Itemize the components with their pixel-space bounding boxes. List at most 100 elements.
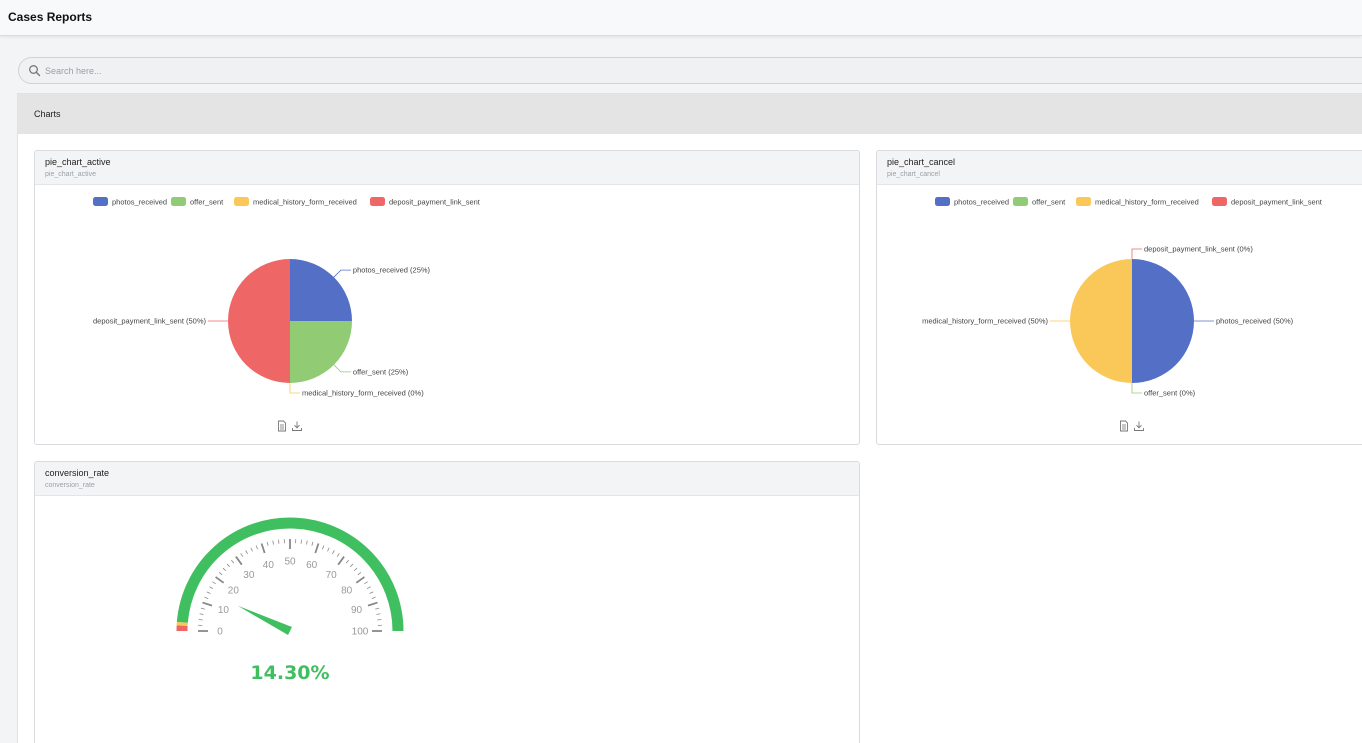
top-bar: Cases Reports — [0, 0, 1362, 36]
gauge-minor-tick — [357, 572, 362, 576]
gauge-minor-tick — [322, 545, 325, 550]
gauge-minor-tick — [345, 559, 349, 564]
charts-panel: Charts pie_chart_active pie_chart_active… — [17, 93, 1362, 743]
search-input[interactable] — [45, 61, 545, 81]
legend-swatch-offer_sent — [1013, 197, 1028, 206]
download-icon[interactable] — [1133, 420, 1145, 432]
gauge-tick-label: 50 — [284, 557, 296, 568]
gauge-minor-tick — [206, 591, 211, 594]
gauge-minor-tick — [222, 567, 227, 572]
card-title: pie_chart_cancel — [887, 157, 956, 167]
legend-label-offer_sent: offer_sent — [190, 198, 224, 207]
gauge-minor-tick — [377, 619, 382, 621]
page-title: Cases Reports — [8, 10, 93, 24]
gauge-tick-label: 40 — [263, 560, 275, 571]
legend-swatch-deposit_payment_link_sent — [370, 197, 385, 206]
gauge-minor-tick — [245, 550, 248, 555]
download-icon[interactable] — [291, 420, 303, 432]
pie-slice-offer_sent — [290, 321, 352, 383]
card-title: pie_chart_active — [45, 157, 111, 167]
gauge-tick-label: 80 — [341, 585, 353, 596]
search-icon — [29, 65, 41, 77]
gauge-minor-tick — [200, 607, 205, 610]
gauge-minor-tick — [369, 591, 374, 594]
gauge-tick-label: 100 — [352, 627, 369, 638]
card-subtitle: conversion_rate — [45, 482, 95, 489]
gauge-major-tick — [215, 576, 225, 584]
card-subtitle: pie_chart_cancel — [887, 171, 940, 178]
legend-swatch-photos_received — [935, 197, 950, 206]
data-view-icon[interactable] — [1118, 420, 1130, 432]
card-title: conversion_rate — [45, 468, 110, 478]
gauge-minor-tick — [306, 540, 308, 545]
pie-leader-photos_received — [333, 269, 351, 278]
gauge-minor-tick — [250, 547, 253, 552]
pie-label-deposit_payment_link_sent: deposit_payment_link_sent (50%) — [93, 317, 206, 326]
pie-slice-deposit_payment_link_sent — [228, 259, 290, 383]
gauge-minor-tick — [255, 545, 258, 550]
legend-label-photos_received: photos_received — [112, 198, 167, 207]
card-header: pie_chart_cancel pie_chart_cancel — [877, 151, 1362, 185]
gauge-major-tick — [367, 601, 378, 607]
gauge-minor-tick — [226, 563, 231, 568]
gauge-value-label: 14.30% — [250, 662, 329, 684]
pie-chart-cancel-card: pie_chart_cancel pie_chart_cancel photos… — [876, 150, 1362, 445]
search-bar[interactable] — [18, 57, 1362, 84]
charts-section-title: Charts — [34, 109, 61, 119]
pie-slice-photos_received — [1132, 259, 1194, 383]
gauge-minor-tick — [349, 563, 354, 568]
gauge-minor-tick — [199, 613, 204, 615]
gauge-minor-tick — [375, 607, 380, 610]
gauge-major-tick — [355, 576, 365, 584]
gauge-tick-label: 60 — [306, 560, 318, 571]
gauge-band-green — [176, 517, 404, 632]
pie-label-photos_received: photos_received (25%) — [353, 266, 431, 275]
gauge-minor-tick — [376, 613, 381, 615]
gauge-minor-tick — [204, 596, 209, 599]
gauge-minor-tick — [198, 619, 203, 621]
pie-slice-medical_history_form_received — [1070, 259, 1132, 383]
gauge-pointer — [237, 605, 292, 636]
pie-label-medical_history_form_received: medical_history_form_received (50%) — [922, 317, 1048, 326]
gauge-minor-tick — [240, 553, 244, 557]
gauge-major-tick — [235, 556, 243, 566]
pie-chart-cancel: photos_received offer_sent medical_history… — [922, 197, 1323, 398]
conversion-rate-card: conversion_rate conversion_rate 0 10 20 30 4… — [34, 461, 860, 743]
legend-label-deposit_payment_link_sent: deposit_payment_link_sent — [389, 198, 481, 207]
card-subtitle: pie_chart_active — [45, 171, 96, 178]
gauge-minor-tick — [311, 541, 314, 546]
legend-swatch-medical_history_form_received — [234, 197, 249, 206]
pie-leader-medical_history_form_received — [289, 383, 300, 394]
gauge-minor-tick — [353, 567, 358, 572]
pie-leader-offer_sent — [333, 364, 351, 373]
gauge-minor-tick — [336, 553, 340, 557]
pie-label-offer_sent: offer_sent (25%) — [353, 367, 409, 376]
gauge-tick-label: 0 — [217, 627, 223, 638]
gauge-minor-tick — [327, 547, 330, 552]
gauge-tick-label: 90 — [351, 605, 363, 616]
legend-swatch-medical_history_form_received — [1076, 197, 1091, 206]
data-view-icon[interactable] — [276, 420, 288, 432]
legend-label-medical_history_form_received: medical_history_form_received — [253, 198, 357, 207]
legend-label-medical_history_form_received: medical_history_form_received — [1095, 198, 1199, 207]
gauge-major-tick — [202, 601, 213, 607]
gauge-minor-tick — [364, 581, 368, 585]
gauge-major-tick — [314, 543, 320, 554]
charts-section-header[interactable]: Charts — [18, 94, 1362, 134]
gauge-major-tick — [337, 556, 345, 566]
gauge-minor-tick — [366, 586, 371, 589]
gauge-minor-tick — [218, 572, 223, 576]
legend-label-deposit_payment_link_sent: deposit_payment_link_sent — [1231, 198, 1323, 207]
gauge-minor-tick — [332, 550, 335, 555]
pie-leader-offer_sent — [1131, 383, 1142, 394]
card-header: conversion_rate conversion_rate — [35, 462, 859, 496]
gauge-tick-label: 30 — [243, 570, 255, 581]
gauge-minor-tick — [272, 540, 274, 545]
legend-swatch-deposit_payment_link_sent — [1212, 197, 1227, 206]
gauge-minor-tick — [209, 586, 214, 589]
gauge-minor-tick — [231, 559, 235, 564]
gauge-major-tick — [260, 543, 266, 554]
pie-label-photos_received: photos_received (50%) — [1216, 317, 1294, 326]
card-header: pie_chart_active pie_chart_active — [35, 151, 859, 185]
